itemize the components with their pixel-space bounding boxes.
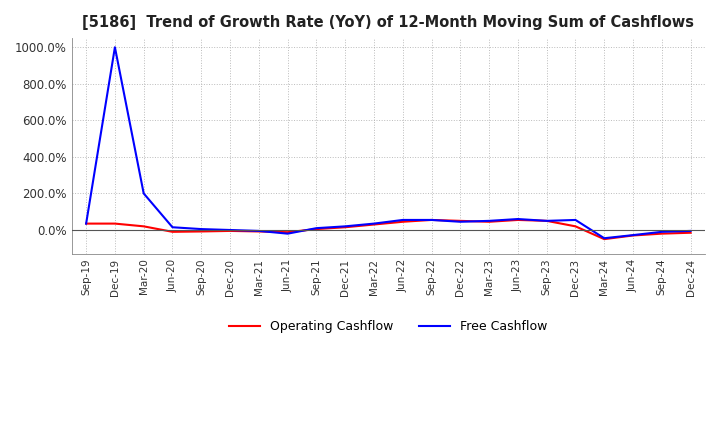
Free Cashflow [226,227,235,233]
Free Cashflow [657,229,666,235]
Legend: Operating Cashflow, Free Cashflow: Operating Cashflow, Free Cashflow [224,315,552,338]
Free Cashflow [254,228,263,234]
Operating Cashflow [629,233,637,238]
Operating Cashflow [226,228,235,234]
Free Cashflow [456,219,464,224]
Free Cashflow [686,228,695,234]
Operating Cashflow [111,221,120,226]
Operating Cashflow [82,221,91,226]
Free Cashflow [82,221,91,226]
Free Cashflow [427,217,436,223]
Operating Cashflow [485,219,493,224]
Operating Cashflow [369,222,378,227]
Free Cashflow [341,224,349,229]
Operating Cashflow [283,230,292,235]
Operating Cashflow [341,224,349,230]
Operating Cashflow [571,224,580,229]
Operating Cashflow [513,217,522,223]
Free Cashflow [312,226,320,231]
Free Cashflow [485,218,493,224]
Operating Cashflow [312,227,320,232]
Operating Cashflow [657,231,666,236]
Free Cashflow [168,224,177,230]
Operating Cashflow [686,230,695,235]
Free Cashflow [369,221,378,226]
Free Cashflow [542,218,551,224]
Free Cashflow [283,231,292,236]
Free Cashflow [140,191,148,196]
Free Cashflow [398,217,407,223]
Free Cashflow [571,217,580,223]
Operating Cashflow [168,229,177,235]
Line: Free Cashflow: Free Cashflow [86,47,690,238]
Free Cashflow [629,232,637,238]
Operating Cashflow [398,219,407,224]
Line: Operating Cashflow: Operating Cashflow [86,220,690,239]
Operating Cashflow [254,229,263,234]
Free Cashflow [513,216,522,222]
Operating Cashflow [197,229,206,234]
Free Cashflow [197,227,206,232]
Operating Cashflow [542,218,551,224]
Title: [5186]  Trend of Growth Rate (YoY) of 12-Month Moving Sum of Cashflows: [5186] Trend of Growth Rate (YoY) of 12-… [82,15,694,30]
Free Cashflow [111,44,120,50]
Operating Cashflow [427,217,436,223]
Operating Cashflow [456,218,464,224]
Operating Cashflow [140,224,148,229]
Operating Cashflow [600,236,608,242]
Free Cashflow [600,235,608,241]
